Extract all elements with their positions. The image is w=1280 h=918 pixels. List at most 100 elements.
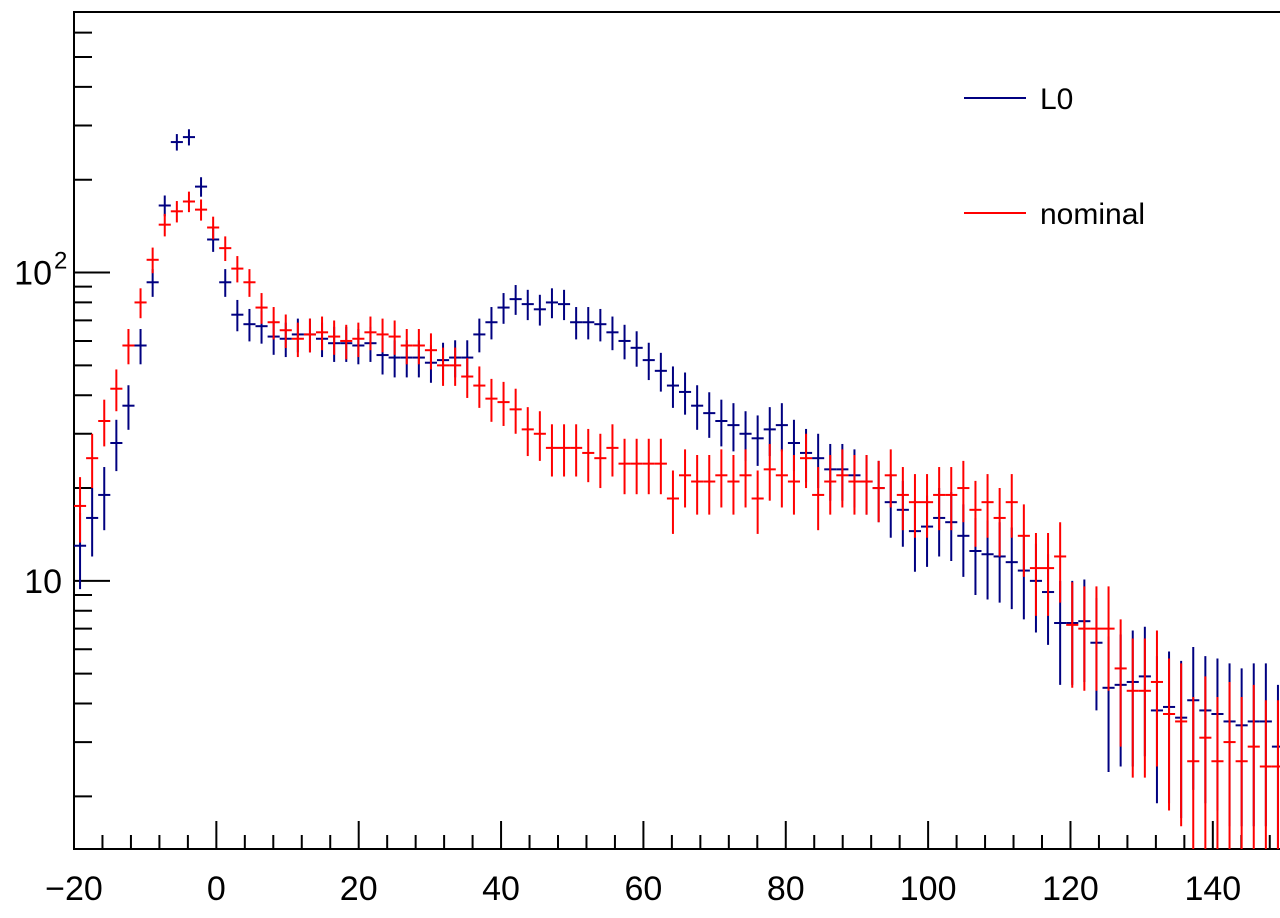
data-point [558,424,571,477]
data-point [158,213,171,237]
data-point [1271,700,1280,849]
data-point [243,269,256,297]
data-point [1175,663,1188,827]
data-point [993,488,1006,557]
legend-entry-l0: L0 [964,83,1073,116]
data-point [896,467,909,531]
data-point [787,455,800,515]
data-point [679,449,692,508]
legend: L0 nominal [964,83,1145,231]
data-point [582,428,595,483]
data-point [340,324,353,360]
data-point [654,438,667,495]
data-point [110,369,123,412]
x-tick-label: 120 [1042,870,1099,908]
data-point [666,470,679,534]
data-point [703,392,716,438]
data-point [170,134,183,151]
data-point [775,403,788,452]
y-tick-label: 10 [14,255,52,293]
data-point [376,318,389,353]
data-point [98,467,111,531]
data-point [473,318,486,353]
data-point [727,403,740,452]
data-point [1054,522,1067,603]
data-point [243,308,256,342]
data-point [122,385,135,430]
data-point [1078,586,1091,691]
data-point [594,433,607,489]
data-point [412,329,425,365]
data-point [1042,532,1055,616]
data-point [691,455,704,515]
data-point [170,201,183,223]
data-point [800,433,813,489]
legend-label: L0 [1040,83,1073,116]
data-point [715,449,728,508]
data-point [1017,504,1030,577]
data-point [86,433,99,489]
x-tick-label: 100 [900,870,957,908]
data-point [74,477,87,543]
data-point [872,460,885,523]
plot-frame [73,11,1280,850]
data-point [1223,681,1236,849]
data-point [1163,658,1176,811]
data-point [570,424,583,477]
data-point [449,347,462,386]
data-point [666,366,679,408]
data-point [969,480,982,547]
data-point [461,358,474,398]
data-point [642,438,655,495]
data-point [824,455,837,515]
data-point [679,372,692,415]
data-point [98,399,111,447]
data-point [884,449,897,508]
data-point [642,342,655,381]
data-point [1150,630,1163,767]
data-point [473,366,486,408]
data-point [763,443,776,501]
data-point [545,288,558,319]
data-point [195,199,208,221]
data-point [207,216,220,240]
data-point [267,307,280,340]
series-nominal [74,191,1280,849]
data-point [219,269,232,297]
data-point [812,467,825,531]
data-point [630,438,643,495]
data-point [558,289,571,321]
data-point [146,247,159,274]
data-point [751,470,764,534]
data-point [231,256,244,283]
data-point [1114,619,1127,747]
plot-area [74,129,1280,849]
data-point [691,385,704,430]
data-point [316,316,329,351]
data-point [1066,582,1079,688]
data-point [1005,527,1018,610]
data-point [521,289,534,321]
data-point [291,322,304,358]
data-point [751,415,764,466]
data-point [1126,638,1139,778]
data-point [570,307,583,340]
data-point [533,294,546,326]
data-point [1005,474,1018,538]
data-point [146,269,159,297]
data-point [921,474,934,538]
data-point [521,407,534,457]
data-point [957,460,970,523]
data-point [1029,532,1042,616]
data-point [328,320,341,355]
y-tick-label: 10 [24,563,62,601]
data-point [739,449,752,508]
data-point [703,455,716,515]
data-point [1187,697,1200,849]
data-point [485,378,498,422]
data-point [1247,684,1260,849]
data-point [485,307,498,340]
data-point [134,288,147,319]
data-point [279,314,292,349]
